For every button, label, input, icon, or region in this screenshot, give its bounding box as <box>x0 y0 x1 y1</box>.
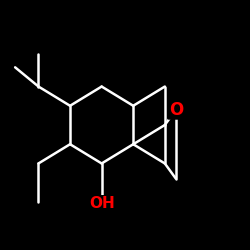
Text: OH: OH <box>89 196 115 211</box>
Text: O: O <box>169 101 183 119</box>
